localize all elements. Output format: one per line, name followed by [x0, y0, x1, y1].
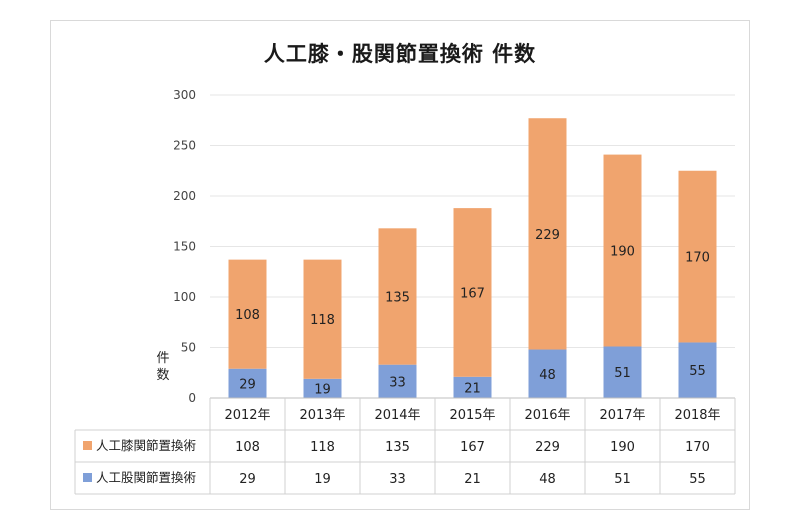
x-tick-label: 2014年 — [374, 408, 420, 423]
table-cell: 48 — [539, 472, 556, 487]
x-tick-label: 2017年 — [599, 408, 645, 423]
bar-segment — [678, 342, 717, 398]
table-cell: 118 — [310, 440, 335, 455]
bar-segment — [453, 376, 492, 398]
legend-label: 人工股関節置換術 — [96, 470, 196, 485]
x-tick-label: 2018年 — [674, 408, 720, 423]
data-label: 170 — [685, 251, 710, 266]
y-tick-label: 50 — [181, 341, 196, 355]
y-tick-label: 300 — [173, 88, 196, 102]
y-axis-label: 数 — [156, 368, 169, 383]
table-cell: 51 — [614, 472, 631, 487]
data-label: 21 — [464, 381, 481, 396]
data-label: 19 — [314, 382, 331, 397]
legend-swatch — [83, 473, 92, 482]
legend-label: 人工膝関節置換術 — [96, 438, 196, 453]
bar-segment — [453, 208, 492, 377]
bar-segment — [678, 170, 717, 343]
table-cell: 55 — [689, 472, 706, 487]
table-cell: 167 — [460, 440, 485, 455]
data-label: 135 — [385, 290, 410, 305]
bar-segment — [603, 346, 642, 398]
y-tick-label: 100 — [173, 290, 196, 304]
legend-swatch — [83, 441, 92, 450]
data-label: 29 — [239, 377, 256, 392]
table-cell: 135 — [385, 440, 410, 455]
bar-segment — [303, 378, 342, 398]
bar-segment — [228, 368, 267, 398]
x-tick-label: 2013年 — [299, 408, 345, 423]
bar-segment — [528, 118, 567, 350]
bar-segment — [378, 228, 417, 365]
table-cell: 229 — [535, 440, 560, 455]
data-label: 167 — [460, 286, 485, 301]
table-cell: 108 — [235, 440, 260, 455]
data-label: 33 — [389, 375, 406, 390]
x-tick-label: 2015年 — [449, 408, 495, 423]
y-tick-label: 150 — [173, 240, 196, 254]
table-cell: 19 — [314, 472, 331, 487]
data-label: 55 — [689, 364, 706, 379]
bar-segment — [528, 349, 567, 398]
data-label: 108 — [235, 308, 260, 323]
y-tick-label: 0 — [188, 391, 196, 405]
table-cell: 170 — [685, 440, 710, 455]
x-tick-label: 2012年 — [224, 408, 270, 423]
bar-segment — [603, 154, 642, 347]
x-tick-label: 2016年 — [524, 408, 570, 423]
table-cell: 29 — [239, 472, 256, 487]
bar-segment — [378, 364, 417, 398]
data-label: 190 — [610, 245, 635, 260]
data-label: 51 — [614, 366, 631, 381]
y-tick-label: 200 — [173, 189, 196, 203]
data-label: 48 — [539, 368, 556, 383]
y-axis-label: 件 — [156, 351, 169, 366]
data-label: 118 — [310, 313, 335, 328]
bar-segment — [303, 259, 342, 379]
table-cell: 33 — [389, 472, 406, 487]
table-cell: 190 — [610, 440, 635, 455]
y-tick-label: 250 — [173, 139, 196, 153]
chart-title: 人工膝・股関節置換術 件数 — [263, 42, 537, 66]
data-label: 229 — [535, 228, 560, 243]
bar-segment — [228, 259, 267, 369]
table-cell: 21 — [464, 472, 481, 487]
